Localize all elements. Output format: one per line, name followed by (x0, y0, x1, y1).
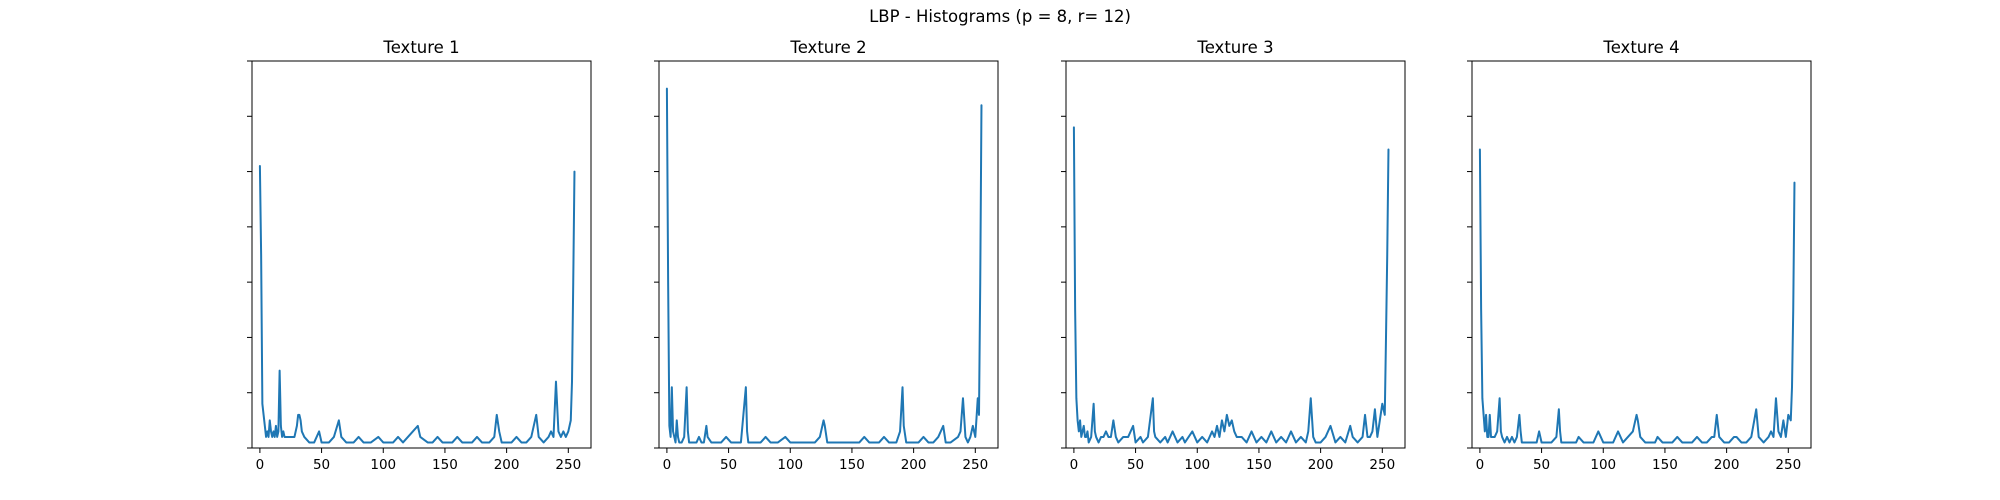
subplot-title: Texture 2 (789, 38, 866, 57)
axes-frame (1471, 60, 1812, 449)
x-tick-label: 50 (1127, 457, 1144, 473)
subplot-texture-4: Texture 4 0 50 100 150 200 250 (1467, 38, 1812, 473)
histogram-line (258, 165, 576, 444)
figure-suptitle: LBP - Histograms (p = 8, r= 12) (869, 7, 1131, 26)
x-tick-label: 0 (663, 457, 672, 473)
histogram-line (665, 87, 983, 444)
x-tick-label: 50 (313, 457, 330, 473)
x-tick-label: 250 (1369, 457, 1395, 473)
axes-frame (1065, 60, 1406, 449)
subplot-texture-2: Texture 2 0 50 100 150 200 250 (654, 38, 999, 473)
x-tick-label: 150 (839, 457, 865, 473)
axes-frame (251, 60, 592, 449)
x-tick-label: 100 (370, 457, 396, 473)
x-tick-label: 100 (777, 457, 803, 473)
x-tick-label: 150 (432, 457, 458, 473)
x-tick-label: 200 (1714, 457, 1740, 473)
x-tick-label: 150 (1246, 457, 1272, 473)
x-tick-label: 150 (1652, 457, 1678, 473)
subplots: Texture 1 0 50 100 150 200 250 Texture 2 0 50 100 1… (247, 38, 1812, 473)
x-tick-label: 0 (256, 457, 265, 473)
x-tick-label: 250 (962, 457, 988, 473)
subplot-title: Texture 3 (1196, 38, 1273, 57)
x-tick-label: 100 (1184, 457, 1210, 473)
histogram-line (1478, 148, 1796, 444)
x-tick-label: 200 (494, 457, 520, 473)
histogram-line (1072, 126, 1390, 444)
x-tick-label: 250 (555, 457, 581, 473)
x-tick-label: 50 (1533, 457, 1550, 473)
x-tick-label: 0 (1476, 457, 1485, 473)
x-tick-label: 200 (901, 457, 927, 473)
axes-frame (658, 60, 999, 449)
subplot-title: Texture 4 (1602, 38, 1679, 57)
x-tick-label: 250 (1775, 457, 1801, 473)
subplot-texture-1: Texture 1 0 50 100 150 200 250 (247, 38, 592, 473)
x-tick-label: 50 (720, 457, 737, 473)
subplot-texture-3: Texture 3 0 50 100 150 200 250 (1061, 38, 1406, 473)
x-tick-label: 100 (1590, 457, 1616, 473)
x-tick-label: 0 (1070, 457, 1079, 473)
x-tick-label: 200 (1308, 457, 1334, 473)
subplot-title: Texture 1 (382, 38, 459, 57)
